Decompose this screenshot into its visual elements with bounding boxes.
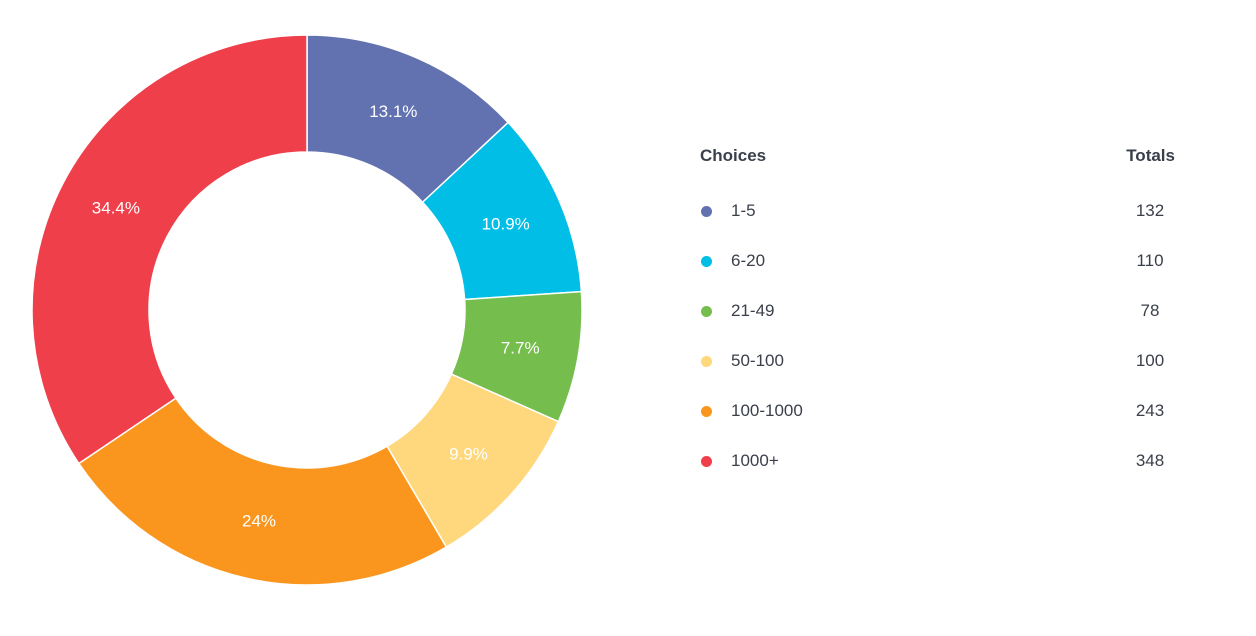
legend-total: 243 bbox=[1135, 401, 1165, 420]
legend-row-50-100: 50-100 100 bbox=[700, 336, 1180, 386]
legend-dot-icon bbox=[701, 355, 712, 367]
legend-row-21-49: 21-49 78 bbox=[700, 286, 1180, 336]
legend-label: 100-1000 bbox=[731, 401, 803, 420]
legend-dot-icon bbox=[701, 205, 712, 217]
slice-label-100-1000: 24% bbox=[242, 512, 276, 531]
slice-label-1000-plus: 34.4% bbox=[92, 199, 140, 218]
legend-dot-icon bbox=[701, 305, 712, 317]
legend-header: Choices Totals bbox=[700, 146, 1180, 172]
slice-label-1-5: 13.1% bbox=[369, 102, 417, 121]
legend-total: 132 bbox=[1135, 201, 1165, 220]
legend-table: Choices Totals 1-5 132 6-20 110 21-49 78… bbox=[700, 146, 1180, 498]
legend-row-100-1000: 100-1000 243 bbox=[700, 386, 1180, 436]
slice-label-50-100: 9.9% bbox=[449, 445, 488, 464]
donut-slice-labels: 13.1% 10.9% 7.7% 9.9% 24% 34.4% bbox=[92, 102, 540, 531]
slice-label-21-49: 7.7% bbox=[501, 338, 540, 357]
legend-total: 110 bbox=[1136, 251, 1164, 270]
legend-label: 1000+ bbox=[731, 451, 779, 470]
legend-label: 21-49 bbox=[731, 301, 775, 320]
slice-label-6-20: 10.9% bbox=[482, 215, 530, 234]
donut-slices bbox=[31, 34, 583, 586]
choices-header: Choices bbox=[700, 146, 767, 165]
legend-dot-icon bbox=[701, 255, 712, 267]
legend-label: 50-100 bbox=[731, 351, 784, 370]
legend-label: 1-5 bbox=[731, 201, 756, 220]
legend-dot-icon bbox=[701, 405, 712, 417]
legend-row-1-5: 1-5 132 bbox=[700, 186, 1180, 236]
totals-header: Totals bbox=[1126, 146, 1175, 165]
legend-total: 78 bbox=[1140, 301, 1160, 320]
legend-dot-icon bbox=[701, 455, 712, 467]
legend-total: 348 bbox=[1135, 451, 1165, 470]
legend-row-1000-plus: 1000+ 348 bbox=[700, 436, 1180, 486]
legend-label: 6-20 bbox=[731, 251, 766, 270]
donut-chart: 13.1% 10.9% 7.7% 9.9% 24% 34.4% bbox=[31, 34, 583, 586]
donut-slice-100-1000 bbox=[77, 397, 448, 586]
donut-slice-1000-plus bbox=[31, 34, 308, 465]
legend-total: 100 bbox=[1135, 351, 1165, 370]
legend-row-6-20: 6-20 110 bbox=[700, 236, 1180, 286]
